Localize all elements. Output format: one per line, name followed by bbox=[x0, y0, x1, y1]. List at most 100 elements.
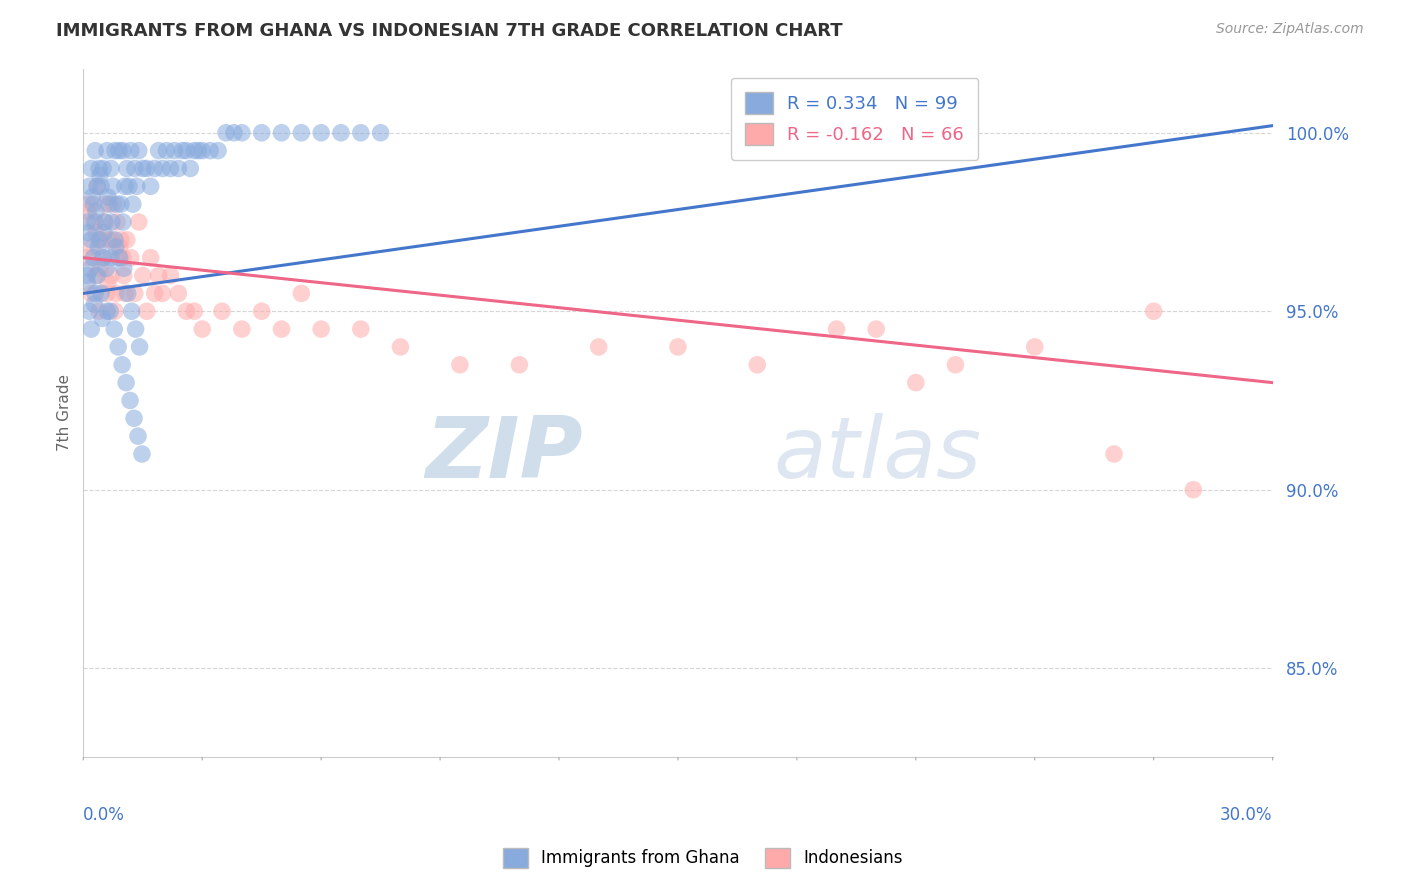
Point bbox=[77, 179, 100, 194]
Point bbox=[84, 144, 107, 158]
Point bbox=[108, 251, 131, 265]
Point bbox=[90, 233, 112, 247]
Point bbox=[163, 144, 186, 158]
Point bbox=[155, 144, 177, 158]
Point bbox=[115, 161, 138, 176]
Point bbox=[132, 268, 155, 283]
Point bbox=[90, 179, 112, 194]
Point bbox=[148, 144, 170, 158]
Point bbox=[104, 240, 127, 254]
Text: 30.0%: 30.0% bbox=[1220, 805, 1272, 823]
Point bbox=[89, 169, 111, 183]
Point bbox=[139, 251, 162, 265]
Point bbox=[120, 393, 142, 408]
Point bbox=[83, 297, 105, 311]
Point bbox=[80, 161, 103, 176]
Point bbox=[111, 251, 134, 265]
Point bbox=[191, 322, 214, 336]
Point bbox=[86, 179, 108, 194]
Point bbox=[270, 322, 292, 336]
Point bbox=[270, 126, 292, 140]
Text: IMMIGRANTS FROM GHANA VS INDONESIAN 7TH GRADE CORRELATION CHART: IMMIGRANTS FROM GHANA VS INDONESIAN 7TH … bbox=[56, 22, 842, 40]
Point bbox=[167, 161, 190, 176]
Point bbox=[120, 251, 142, 265]
Point bbox=[183, 304, 205, 318]
Point bbox=[231, 322, 253, 336]
Point bbox=[666, 340, 689, 354]
Point bbox=[588, 340, 610, 354]
Point bbox=[111, 215, 134, 229]
Point bbox=[139, 179, 162, 194]
Point bbox=[82, 251, 104, 265]
Point bbox=[79, 261, 101, 276]
Point bbox=[904, 376, 927, 390]
Point bbox=[747, 358, 769, 372]
Text: 0.0%: 0.0% bbox=[83, 805, 125, 823]
Point bbox=[80, 190, 103, 204]
Point bbox=[167, 286, 190, 301]
Point bbox=[118, 179, 141, 194]
Point bbox=[152, 161, 174, 176]
Point bbox=[127, 429, 149, 443]
Point bbox=[309, 126, 332, 140]
Point bbox=[135, 161, 157, 176]
Point bbox=[389, 340, 412, 354]
Point bbox=[98, 233, 121, 247]
Point bbox=[100, 161, 122, 176]
Point bbox=[111, 144, 134, 158]
Point bbox=[93, 226, 115, 240]
Point bbox=[89, 261, 111, 276]
Point bbox=[124, 286, 146, 301]
Point bbox=[159, 161, 181, 176]
Point bbox=[176, 144, 198, 158]
Point bbox=[222, 126, 245, 140]
Point bbox=[128, 144, 150, 158]
Point bbox=[84, 204, 107, 219]
Point bbox=[77, 226, 100, 240]
Point bbox=[231, 126, 253, 140]
Point bbox=[112, 261, 135, 276]
Point bbox=[96, 261, 118, 276]
Point bbox=[84, 226, 107, 240]
Point bbox=[101, 197, 124, 211]
Point bbox=[125, 179, 148, 194]
Point bbox=[172, 144, 194, 158]
Point bbox=[76, 276, 98, 290]
Point bbox=[86, 179, 108, 194]
Point bbox=[84, 215, 107, 229]
Point bbox=[945, 358, 967, 372]
Point bbox=[101, 179, 124, 194]
Point bbox=[350, 126, 373, 140]
Point bbox=[100, 251, 122, 265]
Point bbox=[187, 144, 209, 158]
Text: ZIP: ZIP bbox=[425, 413, 583, 496]
Point bbox=[77, 204, 100, 219]
Point bbox=[82, 197, 104, 211]
Point bbox=[80, 322, 103, 336]
Point bbox=[250, 126, 273, 140]
Point bbox=[93, 215, 115, 229]
Point bbox=[290, 286, 312, 301]
Point bbox=[111, 358, 134, 372]
Point bbox=[89, 233, 111, 247]
Point bbox=[91, 251, 114, 265]
Point bbox=[97, 190, 120, 204]
Point bbox=[183, 144, 205, 158]
Point bbox=[1143, 304, 1166, 318]
Point bbox=[115, 233, 138, 247]
Point bbox=[114, 286, 136, 301]
Point bbox=[100, 268, 122, 283]
Point bbox=[96, 304, 118, 318]
Point bbox=[77, 304, 100, 318]
Point bbox=[87, 240, 110, 254]
Point bbox=[84, 286, 107, 301]
Y-axis label: 7th Grade: 7th Grade bbox=[58, 375, 72, 451]
Point bbox=[112, 268, 135, 283]
Point bbox=[104, 233, 127, 247]
Point bbox=[97, 276, 120, 290]
Point bbox=[89, 304, 111, 318]
Point bbox=[290, 126, 312, 140]
Point bbox=[179, 161, 201, 176]
Legend: R = 0.334   N = 99, R = -0.162   N = 66: R = 0.334 N = 99, R = -0.162 N = 66 bbox=[731, 78, 979, 160]
Point bbox=[76, 268, 98, 283]
